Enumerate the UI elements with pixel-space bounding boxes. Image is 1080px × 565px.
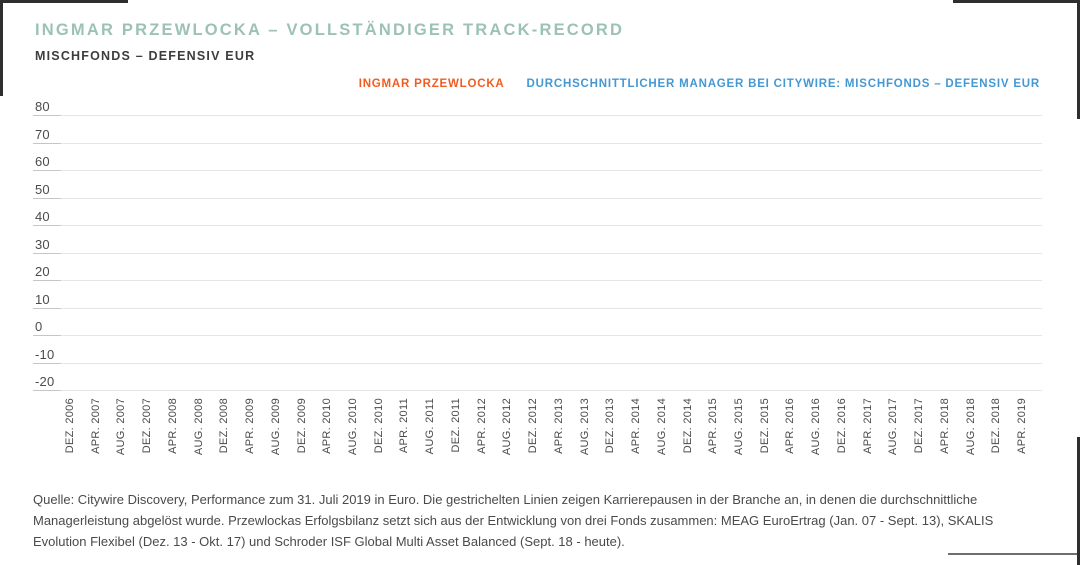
y-tick-label: 80 <box>35 99 50 114</box>
y-tick-label: 30 <box>35 236 50 252</box>
x-tick-label: DEZ. 2011 <box>449 398 462 453</box>
legend-item: DURCHSCHNITTLICHER MANAGER BEI CITYWIRE:… <box>526 78 1040 90</box>
x-tick-label: DEZ. 2018 <box>990 398 1003 454</box>
gridline-tick <box>33 335 61 336</box>
gridline-tick <box>33 115 61 116</box>
chart-title: INGMAR PRZEWLOCKA – VOLLSTÄNDIGER TRACK-… <box>35 21 625 39</box>
gridline <box>33 142 1042 144</box>
x-tick-label: APR. 2011 <box>398 398 411 454</box>
x-tick-label: APR. 2017 <box>861 398 874 454</box>
gridline-tick <box>33 142 61 144</box>
y-tick-label: 40 <box>35 209 50 224</box>
border-fragment-top-left-v <box>0 0 3 96</box>
gridline <box>33 197 1042 199</box>
plot-area: 80 70 60 50 40 30 20 10 0 -10 -20 <box>33 96 1042 396</box>
x-tick-label: AUG. 2017 <box>887 398 900 456</box>
x-tick-label: APR. 2007 <box>89 398 102 454</box>
border-fragment-bottom-right-v <box>1077 437 1080 565</box>
x-tick-label: AUG. 2008 <box>192 398 205 456</box>
y-tick-label: 10 <box>35 291 50 307</box>
x-tick-label: AUG. 2018 <box>964 398 977 456</box>
x-tick-label: DEZ. 2014 <box>681 398 694 454</box>
border-fragment-top-right-h <box>953 0 1080 3</box>
y-tick-label: 0 <box>35 319 43 334</box>
y-tick-label: 20 <box>35 264 50 279</box>
gridline-tick <box>33 225 61 226</box>
gridline <box>33 280 1042 281</box>
x-tick-label: AUG. 2009 <box>269 398 282 456</box>
chart-subtitle: MISCHFONDS – DEFENSIV EUR <box>35 49 256 63</box>
x-tick-label: APR. 2009 <box>244 398 257 454</box>
x-tick-label: APR. 2016 <box>784 398 797 454</box>
x-tick-label: APR. 2015 <box>707 398 720 454</box>
x-tick-label: APR. 2018 <box>938 398 951 454</box>
x-tick-label: DEZ. 2006 <box>64 398 76 454</box>
x-tick-label: AUG. 2014 <box>655 398 668 456</box>
legend: INGMAR PRZEWLOCKA DURCHSCHNITTLICHER MANA… <box>33 78 1040 90</box>
x-tick-label: DEZ. 2007 <box>141 398 154 454</box>
gridline-tick <box>33 170 61 171</box>
x-tick-label: DEZ. 2009 <box>295 398 308 454</box>
x-tick-label: AUG. 2007 <box>115 398 128 456</box>
x-tick-label: DEZ. 2008 <box>218 398 231 454</box>
x-tick-label: AUG. 2012 <box>501 398 514 456</box>
x-tick-label: APR. 2012 <box>475 398 488 454</box>
source-note: Quelle: Citywire Discovery, Performance … <box>33 492 994 549</box>
x-tick-label: APR. 2014 <box>630 398 643 454</box>
footer: Quelle: Citywire Discovery, Performance … <box>33 489 1047 552</box>
x-tick-label: APR. 2010 <box>321 398 334 454</box>
x-tick-label: APR. 2008 <box>166 398 179 454</box>
x-tick-label: AUG. 2013 <box>578 398 591 456</box>
gridline <box>33 362 1042 364</box>
gridline <box>33 252 1042 254</box>
x-tick-label: AUG. 2015 <box>732 398 745 456</box>
y-tick-label: -20 <box>35 374 55 389</box>
x-tick-label: APR. 2019 <box>1016 398 1028 454</box>
y-tick-label: 50 <box>35 181 50 197</box>
x-tick-label: DEZ. 2017 <box>913 398 926 454</box>
x-tick-label: DEZ. 2010 <box>372 398 385 454</box>
gridline <box>33 225 1042 226</box>
gridline <box>33 335 1042 336</box>
y-tick-label: 60 <box>35 154 50 169</box>
border-fragment-top-right-v <box>1077 0 1080 119</box>
x-tick-label: DEZ. 2012 <box>527 398 540 454</box>
x-axis-labels: DEZ. 2006 APR. 2007 AUG. 2007 DEZ. 2007 APR.… <box>33 398 1042 482</box>
x-tick-label: AUG. 2016 <box>810 398 823 456</box>
x-tick-label: DEZ. 2015 <box>758 398 771 454</box>
x-tick-label: APR. 2013 <box>552 398 565 454</box>
gridline-tick <box>33 252 61 254</box>
x-tick-label: AUG. 2011 <box>424 398 437 455</box>
y-tick-label: -10 <box>35 346 55 362</box>
gridline-tick <box>33 307 61 309</box>
x-tick-label: DEZ. 2013 <box>604 398 617 454</box>
gridline <box>33 390 1042 391</box>
gridline-tick <box>33 280 61 281</box>
gridline <box>33 307 1042 309</box>
gridline-tick <box>33 390 61 391</box>
gridline-tick <box>33 197 61 199</box>
gridline <box>33 115 1042 116</box>
border-fragment-bottom-right-h <box>948 553 1077 555</box>
x-tick-label: AUG. 2010 <box>347 398 360 456</box>
y-tick-label: 70 <box>35 126 50 142</box>
gridline <box>33 170 1042 171</box>
border-fragment-top-left-h <box>0 0 128 3</box>
gridline-tick <box>33 362 61 364</box>
x-tick-label: DEZ. 2016 <box>835 398 848 454</box>
legend-item: INGMAR PRZEWLOCKA <box>358 78 505 90</box>
